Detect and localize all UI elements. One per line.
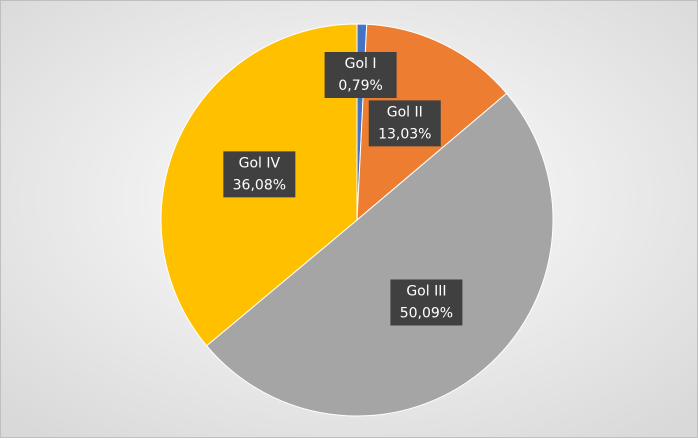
slice-label: Gol III [406,283,446,299]
value-label: 0,79% [338,78,382,94]
label-box [324,52,397,99]
label-box [368,100,441,147]
value-label: 13,03% [378,126,431,142]
slice-label: Gol I [345,56,377,72]
pie-slice [205,92,554,417]
value-label: 50,09% [400,305,453,321]
label-box [223,151,296,198]
slice-label: Gol IV [239,155,281,171]
label-box [390,279,463,326]
value-label: 36,08% [233,177,286,193]
data-labels: Gol I 0,79% Gol II 13,03% Gol III 50,09% Gol I… [223,52,463,326]
slice-label: Gol II [387,104,423,120]
